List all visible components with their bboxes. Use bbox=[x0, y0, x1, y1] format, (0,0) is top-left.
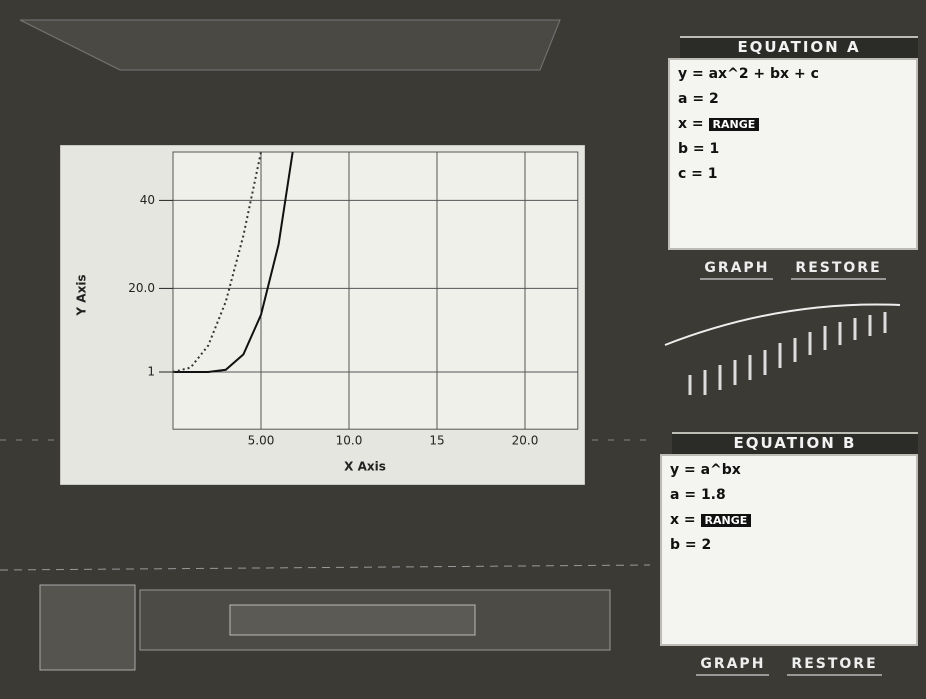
formula: y = ax^2 + bx + c bbox=[678, 66, 908, 82]
param-row: a = 1.8 bbox=[670, 487, 908, 503]
param-value[interactable]: 1 bbox=[708, 166, 718, 182]
param-value[interactable]: 2 bbox=[709, 91, 719, 107]
y-axis-title: Y Axis bbox=[75, 274, 89, 316]
restore-button[interactable]: RESTORE bbox=[791, 258, 885, 280]
param-name: b = bbox=[670, 537, 697, 553]
graph-panel: Y Axis X Axis 1 20.0 40 5.00 10.0 15 20.0 bbox=[60, 145, 585, 485]
param-row: a = 2 bbox=[678, 91, 908, 107]
param-name: a = bbox=[670, 487, 696, 503]
param-row: x = RANGE bbox=[670, 512, 908, 528]
param-value[interactable]: RANGE bbox=[709, 118, 760, 131]
screen: {"equation_a": {"title": "EQUATION A", "… bbox=[0, 0, 926, 699]
x-axis-title: X Axis bbox=[344, 460, 386, 474]
param-name: b = bbox=[678, 141, 705, 157]
button-row: GRAPH RESTORE bbox=[660, 654, 918, 676]
param-value[interactable]: 1.8 bbox=[701, 487, 726, 503]
param-name: c = bbox=[678, 166, 703, 182]
y-tick-label: 20.0 bbox=[128, 281, 155, 295]
graph-button[interactable]: GRAPH bbox=[696, 654, 769, 676]
y-tick-label: 40 bbox=[140, 193, 155, 207]
plot-area bbox=[173, 152, 578, 429]
button-row: GRAPH RESTORE bbox=[668, 258, 918, 280]
restore-button[interactable]: RESTORE bbox=[787, 654, 881, 676]
x-tick-label: 5.00 bbox=[248, 434, 275, 448]
equation-panel: y = a^bx a = 1.8 x = RANGE b = 2 bbox=[660, 454, 918, 646]
x-tick-label: 15 bbox=[429, 434, 444, 448]
panel-header: EQUATION B bbox=[672, 432, 918, 456]
param-value[interactable]: 2 bbox=[702, 537, 712, 553]
graph-button[interactable]: GRAPH bbox=[700, 258, 773, 280]
param-row: x = RANGE bbox=[678, 116, 908, 132]
param-row: b = 1 bbox=[678, 141, 908, 157]
formula: y = a^bx bbox=[670, 462, 908, 478]
param-row: c = 1 bbox=[678, 166, 908, 182]
param-name: x = bbox=[670, 512, 696, 528]
param-row: b = 2 bbox=[670, 537, 908, 553]
x-tick-label: 20.0 bbox=[512, 434, 539, 448]
panel-header: EQUATION A bbox=[680, 36, 918, 60]
y-tick-label: 1 bbox=[147, 365, 155, 379]
param-name: x = bbox=[678, 116, 704, 132]
equation-panel: y = ax^2 + bx + c a = 2 x = RANGE b = 1 … bbox=[668, 58, 918, 250]
param-value[interactable]: 1 bbox=[710, 141, 720, 157]
x-tick-label: 10.0 bbox=[336, 434, 363, 448]
param-name: a = bbox=[678, 91, 704, 107]
param-value[interactable]: RANGE bbox=[701, 514, 752, 527]
